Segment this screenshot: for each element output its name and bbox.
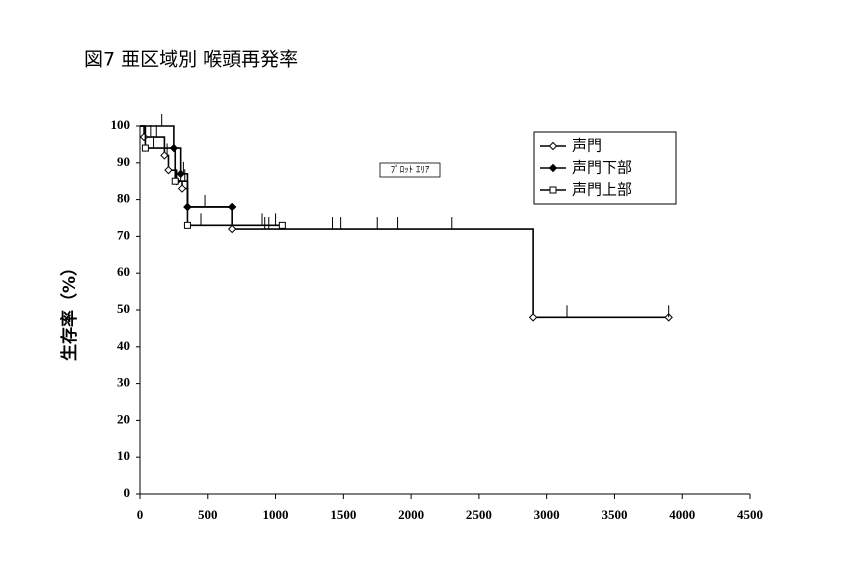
marker: [139, 132, 149, 142]
marker: [528, 313, 538, 322]
y-tick-label: 100: [111, 117, 131, 132]
y-tick-label: 10: [117, 448, 130, 463]
marker: [177, 184, 187, 193]
marker: [548, 163, 558, 173]
y-tick-label: 60: [117, 264, 130, 279]
marker: [164, 165, 173, 175]
marker: [278, 221, 286, 229]
marker: [171, 177, 179, 185]
marker: [183, 221, 191, 229]
marker: [141, 144, 149, 152]
legend-label: 声門上部: [572, 181, 632, 199]
y-axis-label: 生存率（%）: [59, 259, 80, 361]
y-tick-label: 50: [117, 301, 130, 316]
marker: [548, 141, 558, 151]
x-tick-label: 1500: [330, 507, 356, 522]
x-tick-label: 2500: [466, 507, 492, 522]
marker: [160, 151, 169, 160]
y-tick-label: 30: [117, 375, 130, 390]
x-tick-label: 500: [198, 507, 218, 522]
annotation-box: [379, 162, 441, 178]
x-tick-label: 4500: [737, 507, 763, 522]
y-tick-label: 80: [117, 191, 130, 206]
x-tick-label: 2000: [398, 507, 424, 522]
chart-title: 図7 亜区域別 喉頭再発率: [84, 49, 298, 71]
legend-label: 声門下部: [572, 159, 632, 177]
x-tick-label: 1000: [263, 507, 289, 522]
y-tick-label: 0: [124, 485, 131, 500]
y-tick-label: 20: [117, 411, 130, 426]
marker: [227, 224, 237, 234]
survival-line: [140, 125, 283, 227]
marker: [176, 169, 185, 179]
x-tick-label: 3500: [601, 507, 627, 522]
y-tick-label: 90: [117, 154, 130, 169]
y-tick-label: 40: [117, 338, 130, 353]
marker: [227, 202, 237, 212]
annotation: ﾌﾟﾛｯﾄ ｴﾘｱ: [391, 165, 430, 176]
marker: [549, 186, 557, 194]
x-tick-label: 3000: [534, 507, 560, 522]
legend-label: 声門: [572, 137, 602, 155]
y-tick-label: 70: [117, 227, 130, 242]
x-tick-label: 4000: [669, 507, 695, 522]
x-tick-label: 0: [137, 507, 144, 522]
